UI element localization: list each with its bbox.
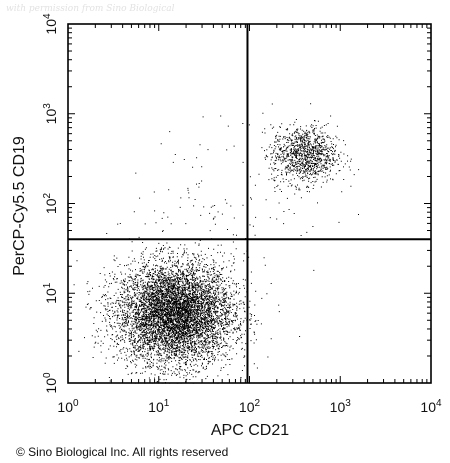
y-tick-label: 100 [42,372,59,394]
y-tick-label: 103 [42,103,59,125]
y-tick-label: 102 [42,192,59,214]
x-tick-label: 103 [330,398,352,415]
y-axis-tick-labels: 100 101 102 103 104 [42,13,59,394]
y-axis-title: PerCP-Cy5.5 CD19 [11,136,28,276]
x-tick-label: 100 [57,398,79,415]
y-tick-label: 101 [42,282,59,304]
axis-ticks [67,24,431,384]
plot-frame [67,23,432,384]
x-tick-label: 104 [420,398,442,415]
copyright-text: © Sino Biological Inc. All rights reserv… [16,445,228,459]
watermark-text: with permission from Sino Biological [6,4,175,14]
y-tick-label: 104 [42,13,59,35]
x-axis-title: APC CD21 [211,422,289,439]
x-tick-label: 102 [239,398,261,415]
scatter-points [68,103,360,384]
x-tick-label: 101 [148,398,170,415]
x-axis-tick-labels: 100 101 102 103 104 [57,398,442,415]
scatter-dots [68,103,360,384]
